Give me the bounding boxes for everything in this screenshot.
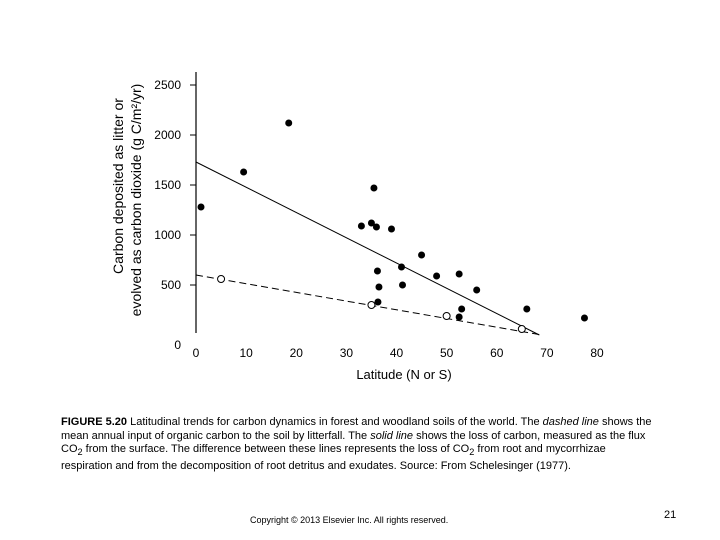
copyright-notice: Copyright © 2013 Elsevier Inc. All right… [250, 515, 449, 525]
filled-data-point [357, 222, 365, 230]
filled-data-point [418, 251, 426, 259]
caption-text-5: from root and mycorrhizae respiration an… [61, 443, 606, 472]
filled-data-point [387, 225, 395, 233]
filled-data-point [458, 305, 466, 313]
filled-data-point [473, 286, 481, 294]
filled-data-point [240, 168, 248, 176]
filled-data-point [285, 119, 293, 127]
caption-solid-line: solid line [370, 429, 414, 442]
x-tick-label: 10 [239, 346, 253, 360]
open-data-point [367, 301, 376, 309]
solid-trend-line [195, 161, 540, 336]
y-axis-label-line2: evolved as carbon dioxide (g C/m²/yr) [128, 84, 144, 317]
filled-data-point [367, 219, 375, 227]
y-tick-label: 2000 [154, 128, 181, 142]
y-tick-label: 2500 [154, 78, 181, 92]
open-data-point [517, 325, 526, 333]
filled-data-point [372, 223, 380, 231]
caption-text-3: shows the loss of carbon, measured as th… [61, 429, 646, 456]
caption-text-4: from the surface. The difference between… [82, 443, 470, 455]
data-points [197, 119, 588, 333]
caption-sub-1: 2 [77, 447, 83, 458]
caption-text-2: shows the mean annual input of organic c… [61, 416, 652, 442]
figure-label: FIGURE 5.20 [61, 416, 128, 428]
filled-data-point [455, 313, 463, 321]
dashed-trend-line [195, 274, 542, 336]
filled-data-point [398, 263, 406, 271]
y-ticks: 0 500 1000 1500 2000 2500 [154, 78, 196, 352]
filled-data-point [370, 184, 378, 192]
x-tick-label: 30 [340, 346, 354, 360]
x-tick-label: 70 [540, 346, 554, 360]
open-data-point [442, 312, 451, 320]
filled-data-point [399, 281, 407, 289]
x-tick-label: 0 [193, 346, 200, 360]
x-tick-label: 60 [490, 346, 504, 360]
slide-number: 21 [664, 509, 677, 521]
filled-data-point [374, 298, 382, 306]
filled-data-point [455, 270, 463, 278]
filled-data-point [375, 283, 383, 291]
filled-data-point [433, 272, 441, 280]
scatter-chart: 0 10 20 30 40 50 60 70 80 0 500 1000 1500 2000 2500 L… [110, 72, 604, 382]
x-tick-label: 40 [390, 346, 404, 360]
y-axis-label-line1: Carbon deposited as litter or [110, 98, 126, 274]
open-data-point [217, 275, 226, 283]
y-tick-label: 1500 [154, 178, 181, 192]
x-axis-label: Latitude (N or S) [356, 367, 451, 382]
figure-caption: FIGURE 5.20 Latitudinal trends for carbo… [61, 416, 657, 473]
x-tick-label: 20 [290, 346, 304, 360]
x-tick-label: 50 [440, 346, 454, 360]
caption-sub-2: 2 [469, 447, 475, 458]
filled-data-point [580, 314, 588, 322]
y-tick-label: 1000 [154, 228, 181, 242]
caption-text-1: Latitudinal trends for carbon dynamics i… [127, 416, 543, 428]
trend-lines [195, 161, 542, 336]
filled-data-point [197, 203, 205, 211]
y-tick-label: 0 [174, 338, 181, 352]
x-ticks: 0 10 20 30 40 50 60 70 80 [193, 346, 604, 360]
caption-dashed-line: dashed line [542, 416, 599, 428]
filled-data-point [523, 305, 531, 313]
x-tick-label: 80 [590, 346, 604, 360]
filled-data-point [373, 267, 381, 275]
y-tick-label: 500 [161, 278, 181, 292]
